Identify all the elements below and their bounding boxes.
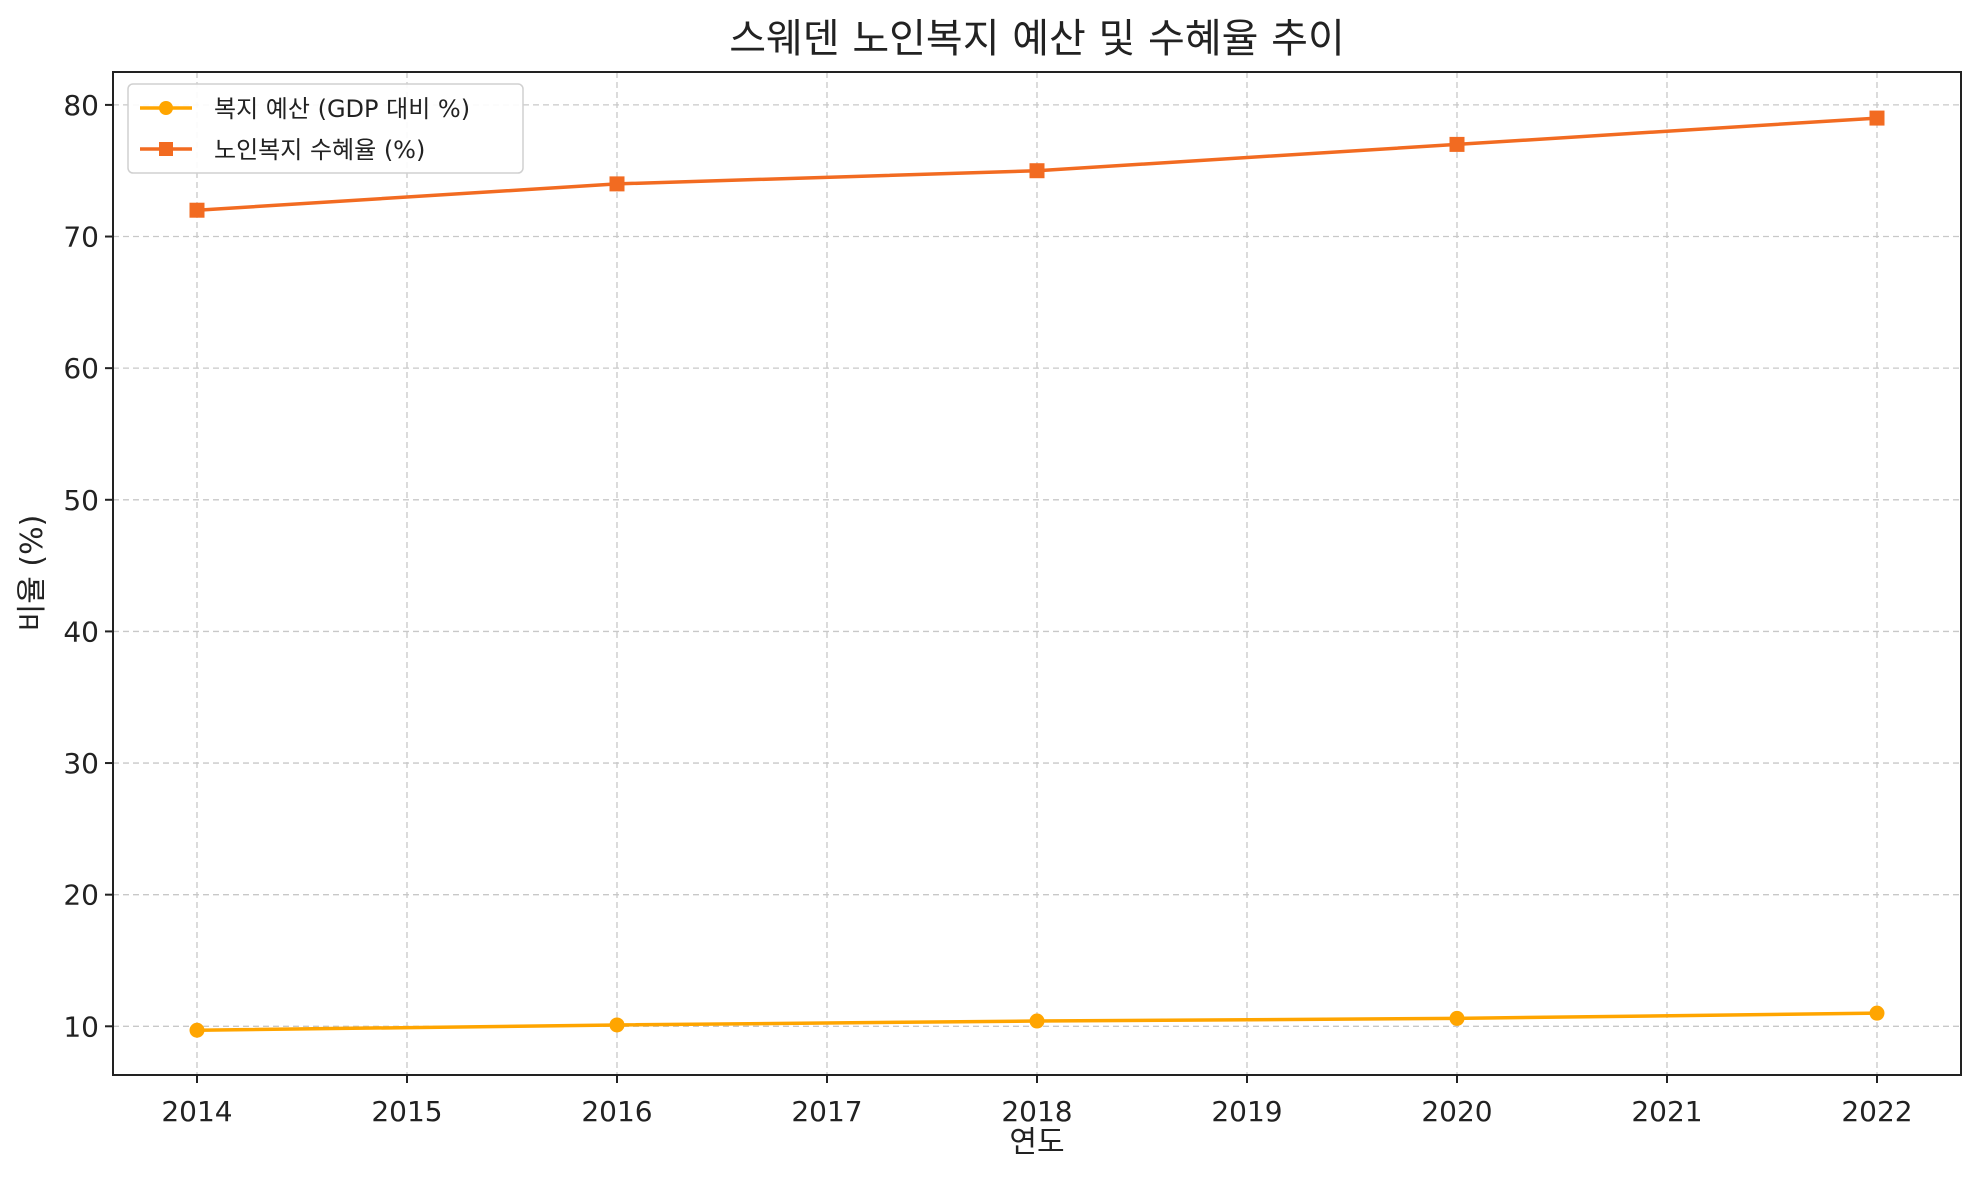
- data-point-series-1: [1869, 110, 1885, 126]
- y-tick-labels: 10 20 30 40 50 60 70 80: [63, 89, 99, 1043]
- legend-marker-budget: [159, 101, 173, 115]
- legend: 복지 예산 (GDP 대비 %) 노인복지 수혜율 (%): [127, 83, 524, 174]
- legend-box: [127, 83, 524, 174]
- y-tick-label: 10: [63, 1010, 99, 1043]
- data-point-series-1: [189, 202, 205, 218]
- data-point-series-0: [1869, 1005, 1885, 1021]
- x-tick-label: 2015: [371, 1095, 442, 1128]
- x-axis-label: 연도: [1009, 1125, 1064, 1160]
- legend-label-recipient: 노인복지 수혜율 (%): [214, 136, 425, 164]
- y-tick-label: 60: [63, 352, 99, 385]
- data-point-series-0: [189, 1022, 205, 1038]
- y-tick-label: 80: [63, 89, 99, 122]
- x-tick-label: 2016: [581, 1095, 652, 1128]
- axes: [105, 71, 1962, 1083]
- x-tick-label: 2018: [1001, 1095, 1072, 1128]
- data-point-series-0: [1449, 1010, 1465, 1026]
- x-tick-label: 2019: [1211, 1095, 1282, 1128]
- legend-label-budget: 복지 예산 (GDP 대비 %): [214, 95, 470, 123]
- x-tick-label: 2021: [1631, 1095, 1702, 1128]
- x-tick-labels: 2014 2015 2016 2017 2018 2019 2020 2021 2022: [161, 1095, 1912, 1128]
- data-point-series-1: [609, 176, 625, 192]
- x-tick-label: 2014: [161, 1095, 232, 1128]
- x-tick-label: 2020: [1421, 1095, 1492, 1128]
- y-tick-label: 20: [63, 879, 99, 912]
- x-tick-label: 2022: [1841, 1095, 1912, 1128]
- grid-lines: [113, 72, 1961, 1075]
- x-tick-label: 2017: [791, 1095, 862, 1128]
- series-layer: [189, 110, 1885, 1038]
- data-point-series-0: [609, 1017, 625, 1033]
- y-tick-label: 30: [63, 747, 99, 780]
- y-tick-label: 70: [63, 221, 99, 254]
- data-point-series-1: [1029, 163, 1045, 179]
- legend-marker-recipient: [159, 142, 173, 156]
- y-tick-label: 40: [63, 615, 99, 648]
- data-point-series-0: [1029, 1013, 1045, 1029]
- data-point-series-1: [1449, 136, 1465, 152]
- y-tick-label: 50: [63, 484, 99, 517]
- y-axis-label: 비율 (%): [15, 515, 50, 632]
- chart-title: 스웨덴 노인복지 예산 및 수혜율 추이: [729, 16, 1345, 62]
